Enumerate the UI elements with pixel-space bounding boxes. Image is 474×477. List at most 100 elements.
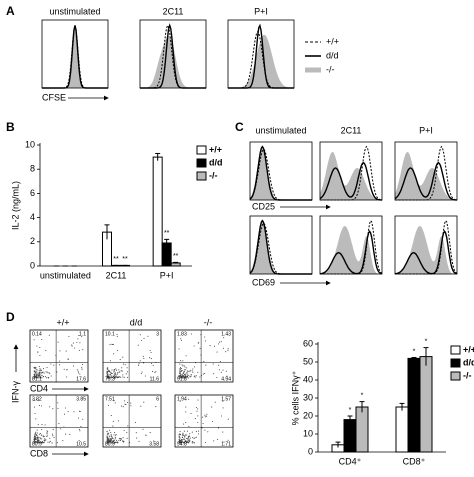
event-dot xyxy=(53,364,55,366)
event-dot xyxy=(106,373,109,375)
event-dot xyxy=(181,438,183,440)
event-dot xyxy=(184,436,186,438)
event-dot xyxy=(36,441,38,443)
event-dot xyxy=(192,368,194,370)
event-dot xyxy=(182,360,184,362)
event-dot xyxy=(114,438,116,440)
event-dot xyxy=(46,371,48,373)
event-dot xyxy=(79,373,81,375)
panel-label: A xyxy=(6,4,15,18)
event-dot xyxy=(155,406,157,408)
event-dot xyxy=(178,436,180,438)
legend-label: +/+ xyxy=(209,144,222,154)
event-dot xyxy=(48,441,51,443)
quadrant-value: 4.94 xyxy=(221,376,231,382)
event-dot xyxy=(112,437,114,439)
event-dot xyxy=(120,370,122,372)
event-dot xyxy=(186,437,188,440)
event-dot xyxy=(37,436,39,438)
plot-frame xyxy=(139,19,207,89)
event-dot xyxy=(81,363,84,365)
event-dot xyxy=(37,438,39,440)
quadrant-value: 6 xyxy=(156,396,159,402)
event-dot xyxy=(187,438,189,440)
event-dot xyxy=(35,436,37,439)
event-dot xyxy=(65,433,67,435)
legend-swatch xyxy=(450,345,461,355)
event-dot xyxy=(222,407,224,409)
event-dot xyxy=(185,373,187,375)
event-dot xyxy=(178,434,180,436)
event-dot xyxy=(189,375,191,377)
event-dot xyxy=(111,435,113,438)
event-dot xyxy=(34,442,36,444)
quadrant-value: 91.8 xyxy=(177,376,187,382)
event-dot xyxy=(180,360,182,362)
event-dot xyxy=(35,418,37,420)
event-dot xyxy=(38,442,40,444)
event-dot xyxy=(185,355,187,357)
event-dot xyxy=(202,416,204,418)
axis-label: IFN-γ xyxy=(10,381,20,403)
event-dot xyxy=(74,347,76,349)
event-dot xyxy=(41,372,43,374)
event-dot xyxy=(42,442,44,444)
condition-label: unstimulated xyxy=(255,125,306,135)
event-dot xyxy=(181,367,183,370)
event-dot xyxy=(227,348,229,350)
y-tick-label: 10 xyxy=(303,428,313,438)
event-dot xyxy=(204,416,206,418)
event-dot xyxy=(68,335,70,337)
event-dot xyxy=(182,441,184,443)
y-tick-label: 2 xyxy=(30,236,35,246)
x-tick-label: unstimulated xyxy=(40,270,91,280)
event-dot xyxy=(182,432,184,434)
event-dot xyxy=(40,405,43,407)
event-dot xyxy=(44,376,46,378)
event-dot xyxy=(137,364,140,366)
event-dot xyxy=(115,434,117,436)
event-dot xyxy=(193,438,195,440)
event-dot xyxy=(77,338,79,340)
event-dot xyxy=(67,358,69,360)
event-dot xyxy=(115,441,117,444)
event-dot xyxy=(112,440,114,442)
event-dot xyxy=(116,349,118,351)
event-dot xyxy=(122,406,124,408)
event-dot xyxy=(194,375,196,377)
event-dot xyxy=(111,438,113,440)
event-dot xyxy=(225,351,227,353)
panel-label: C xyxy=(235,120,244,134)
event-dot xyxy=(52,408,54,410)
event-dot xyxy=(114,432,116,434)
event-dot xyxy=(78,428,81,431)
y-tick-label: 10 xyxy=(25,139,35,149)
quadrant-value: 3.85 xyxy=(76,396,86,402)
event-dot xyxy=(183,438,185,440)
bar xyxy=(152,156,163,267)
event-dot xyxy=(48,334,50,336)
event-dot xyxy=(113,377,115,379)
significance-label: * xyxy=(349,407,352,414)
event-dot xyxy=(181,364,183,366)
event-dot xyxy=(67,410,69,413)
event-dot xyxy=(110,442,113,444)
plot-frame xyxy=(102,394,162,448)
event-dot xyxy=(43,435,45,438)
x-tick-label: CD8⁺ xyxy=(403,456,426,466)
event-dot xyxy=(182,434,184,436)
event-dot xyxy=(197,371,199,373)
event-dot xyxy=(149,357,151,359)
genotype-label: -/- xyxy=(204,317,213,327)
event-dot xyxy=(141,371,143,373)
quadrant-value: 7.51 xyxy=(105,396,115,402)
legend-swatch xyxy=(450,358,461,368)
event-dot xyxy=(179,441,181,443)
event-dot xyxy=(122,363,125,365)
event-dot xyxy=(110,371,112,373)
plot-frame xyxy=(29,394,89,448)
event-dot xyxy=(39,374,41,376)
event-dot xyxy=(51,442,53,444)
y-tick-label: 8 xyxy=(30,164,35,174)
